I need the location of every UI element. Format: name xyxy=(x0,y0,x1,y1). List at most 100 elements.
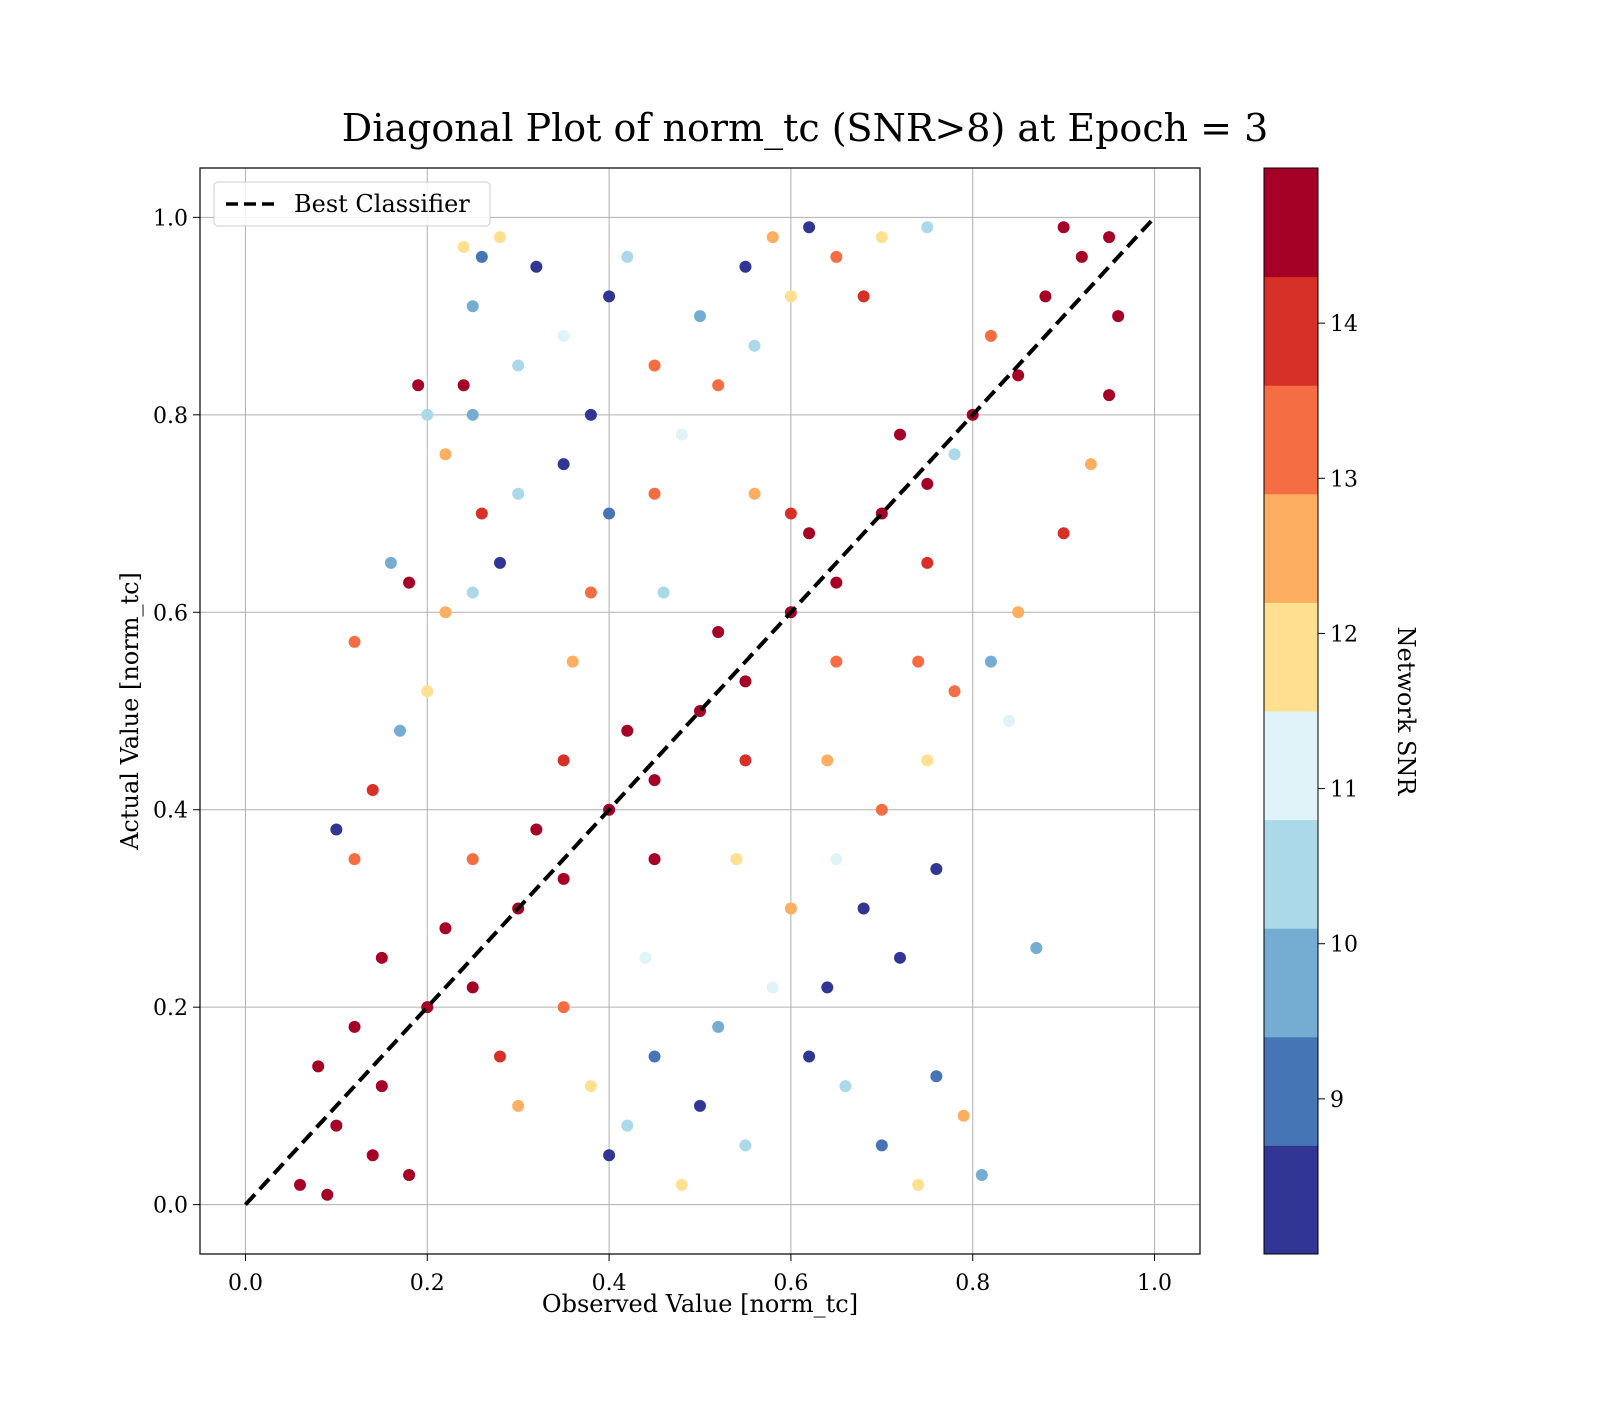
data-point xyxy=(421,408,434,421)
x-axis-ticks: 0.0 0.2 0.4 0.6 0.8 1.0 xyxy=(228,1254,1172,1296)
reference-line-layer xyxy=(243,216,1157,1206)
data-point xyxy=(384,556,397,569)
data-point xyxy=(603,1149,616,1162)
x-tick-label: 0.4 xyxy=(592,1271,627,1296)
colorbar-segment xyxy=(1264,276,1318,386)
data-point xyxy=(466,853,479,866)
colorbar-segment xyxy=(1264,1145,1318,1255)
data-point xyxy=(557,754,570,767)
data-point xyxy=(603,290,616,303)
data-point xyxy=(584,1080,597,1093)
data-point xyxy=(766,231,779,244)
legend: Best Classifier xyxy=(213,181,491,227)
data-point xyxy=(875,231,888,244)
data-point xyxy=(675,1178,688,1191)
colorbar-segment xyxy=(1264,928,1318,1038)
data-point xyxy=(675,428,688,441)
data-point xyxy=(784,290,797,303)
data-point xyxy=(1039,290,1052,303)
data-point xyxy=(475,250,488,263)
colorbar-segment xyxy=(1264,168,1318,278)
data-point xyxy=(512,487,525,500)
y-axis-ticks: 0.0 0.2 0.4 0.6 0.8 1.0 xyxy=(153,206,200,1219)
chart-title: Diagonal Plot of norm_tc (SNR>8) at Epoc… xyxy=(342,106,1269,151)
data-point xyxy=(948,685,961,698)
x-axis-label: Observed Value [norm_tc] xyxy=(542,1290,858,1318)
data-point xyxy=(1012,606,1025,619)
data-point xyxy=(739,675,752,688)
data-point xyxy=(921,221,934,234)
data-point xyxy=(975,1169,988,1182)
data-point xyxy=(294,1178,306,1191)
x-tick-label: 1.0 xyxy=(1137,1271,1172,1296)
data-point xyxy=(330,1119,343,1132)
colorbar-tick-label: 12 xyxy=(1330,622,1358,647)
colorbar-tick-label: 14 xyxy=(1330,312,1358,337)
data-point xyxy=(1030,941,1043,954)
data-point xyxy=(712,626,725,639)
data-point xyxy=(494,556,506,569)
data-point xyxy=(766,981,779,994)
colorbar xyxy=(1264,168,1318,1255)
data-point xyxy=(321,1188,334,1201)
data-point xyxy=(621,1119,634,1132)
data-point xyxy=(875,1139,888,1152)
data-point xyxy=(394,724,406,737)
data-point xyxy=(984,329,997,342)
x-tick-label: 0.0 xyxy=(228,1271,263,1296)
data-point xyxy=(830,655,843,668)
data-point xyxy=(439,922,452,935)
data-point xyxy=(784,507,797,520)
data-point xyxy=(930,1070,943,1083)
data-point xyxy=(530,260,543,273)
data-point xyxy=(475,507,488,520)
data-point xyxy=(1103,389,1116,402)
data-point xyxy=(803,527,816,540)
data-point xyxy=(512,359,525,372)
y-tick-label: 0.0 xyxy=(153,1194,188,1219)
data-point xyxy=(830,853,843,866)
data-point xyxy=(412,379,425,392)
data-point xyxy=(712,1020,725,1033)
data-point xyxy=(839,1080,852,1093)
data-point xyxy=(730,853,743,866)
data-point xyxy=(439,606,452,619)
data-point xyxy=(648,359,661,372)
x-tick-label: 0.8 xyxy=(955,1271,990,1296)
data-point xyxy=(894,951,906,964)
data-point xyxy=(403,1169,416,1182)
data-point xyxy=(621,724,634,737)
data-point xyxy=(921,477,934,490)
data-point xyxy=(603,507,616,520)
data-point xyxy=(912,1178,925,1191)
data-point xyxy=(466,981,479,994)
data-point xyxy=(1103,231,1116,244)
data-point xyxy=(857,290,870,303)
data-point xyxy=(1084,458,1097,471)
colorbar-label: Network SNR xyxy=(1392,627,1420,797)
data-point xyxy=(648,853,661,866)
data-point xyxy=(694,1099,706,1112)
data-point xyxy=(366,783,379,796)
data-point xyxy=(457,379,470,392)
data-point xyxy=(948,448,961,461)
data-point xyxy=(421,685,434,698)
data-point xyxy=(748,487,761,500)
data-point xyxy=(912,655,925,668)
colorbar-frame xyxy=(1263,167,1319,1255)
colorbar-tick-label: 9 xyxy=(1330,1088,1344,1113)
data-point xyxy=(494,231,506,244)
data-point xyxy=(803,221,816,234)
data-point xyxy=(466,300,479,313)
colorbar-tick-label: 10 xyxy=(1330,933,1358,958)
data-point xyxy=(557,1001,570,1014)
data-point xyxy=(957,1109,970,1122)
data-point xyxy=(1057,527,1070,540)
data-point xyxy=(466,586,479,599)
data-point xyxy=(557,329,570,342)
data-point xyxy=(930,862,943,875)
data-point xyxy=(984,655,997,668)
data-point xyxy=(857,902,870,915)
colorbar-tick-label: 13 xyxy=(1330,467,1358,492)
